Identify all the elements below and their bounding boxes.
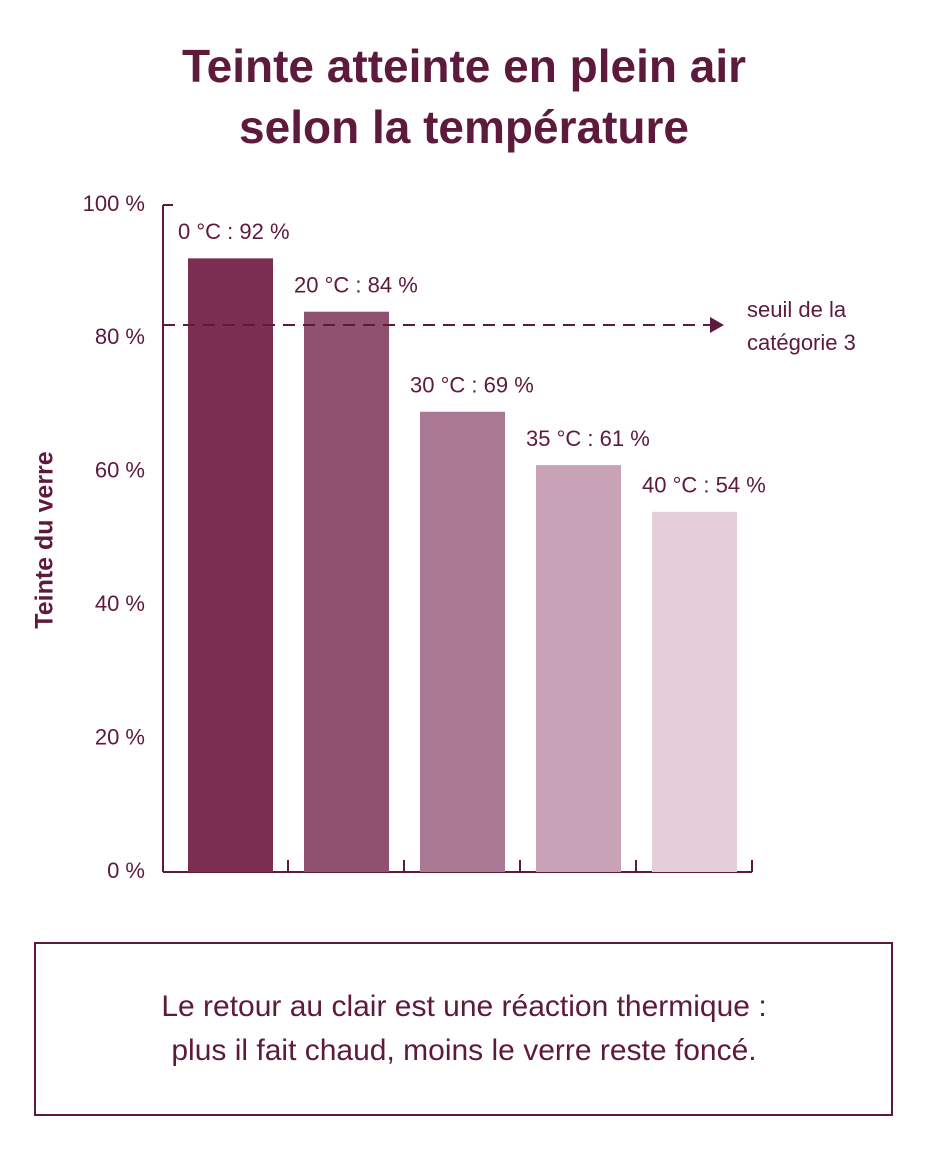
caption-box bbox=[34, 942, 893, 1116]
y-tick-label: 100 % bbox=[83, 191, 145, 216]
chart-title: Teinte atteinte en plein air bbox=[182, 40, 746, 92]
y-tick-label: 80 % bbox=[95, 324, 145, 349]
y-tick-label: 40 % bbox=[95, 591, 145, 616]
caption: plus il fait chaud, moins le verre reste… bbox=[171, 1034, 756, 1067]
threshold-arrow bbox=[710, 317, 724, 334]
y-tick-label: 20 % bbox=[95, 724, 145, 749]
data-label: 20 °C : 84 % bbox=[294, 273, 418, 298]
y-tick-label: 0 % bbox=[107, 858, 145, 883]
threshold-label: catégorie 3 bbox=[747, 330, 856, 355]
y-tick-label: 60 % bbox=[95, 458, 145, 483]
y-axis-label: Teinte du verre bbox=[31, 451, 59, 628]
bar bbox=[536, 465, 621, 872]
chart-title: selon la température bbox=[239, 101, 689, 153]
bar bbox=[188, 258, 273, 872]
caption: Le retour au clair est une réaction ther… bbox=[161, 990, 766, 1023]
data-label: 0 °C : 92 % bbox=[178, 219, 290, 244]
bar bbox=[420, 411, 505, 872]
bar bbox=[652, 511, 737, 872]
data-label: 40 °C : 54 % bbox=[642, 473, 766, 498]
threshold-label: seuil de la bbox=[747, 297, 847, 322]
bar bbox=[304, 311, 389, 873]
data-label: 35 °C : 61 % bbox=[526, 426, 650, 451]
data-label: 30 °C : 69 % bbox=[410, 373, 534, 398]
